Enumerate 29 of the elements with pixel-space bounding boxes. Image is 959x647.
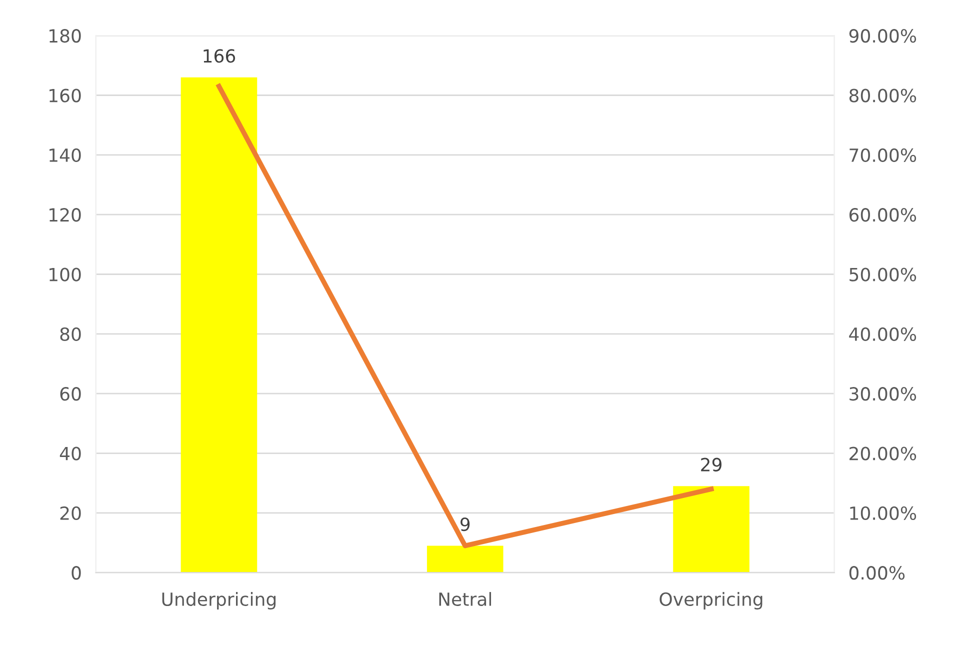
y2-tick-label: 50.00% bbox=[850, 268, 916, 282]
y-tick-label: 100 bbox=[50, 268, 81, 282]
y2-tick-label: 40.00% bbox=[849, 327, 916, 342]
y-tick-label: 80 bbox=[60, 327, 81, 342]
x-tick-label: Overpricing bbox=[660, 592, 762, 610]
y-tick-label: 160 bbox=[50, 88, 81, 102]
y2-tick-label: 80.00% bbox=[849, 88, 916, 102]
y-tick-label: 60 bbox=[60, 387, 81, 401]
x-tick-label: Netral bbox=[439, 592, 492, 606]
bar bbox=[426, 546, 504, 573]
y-tick-label: 140 bbox=[50, 148, 81, 162]
data-label: 9 bbox=[460, 517, 470, 532]
data-label: 29 bbox=[701, 458, 722, 472]
x-tick-label: Underpricing bbox=[162, 592, 276, 610]
y-tick-label: 120 bbox=[50, 208, 81, 222]
y2-tick-label: 0.00% bbox=[849, 566, 905, 580]
bar bbox=[673, 486, 750, 573]
y2-tick-label: 20.00% bbox=[850, 446, 916, 460]
y2-tick-label: 60.00% bbox=[849, 208, 916, 222]
data-label: 166 bbox=[204, 49, 236, 63]
y-tick-label: 20 bbox=[60, 506, 81, 520]
bar bbox=[180, 77, 258, 573]
y2-tick-label: 90.00% bbox=[849, 29, 916, 43]
y-tick-label: 40 bbox=[60, 446, 81, 460]
y-tick-label: 180 bbox=[50, 29, 81, 43]
y2-tick-label: 10.00% bbox=[850, 506, 916, 520]
y2-tick-label: 30.00% bbox=[850, 387, 916, 401]
y-tick-label: 0 bbox=[72, 566, 81, 580]
y2-tick-label: 70.00% bbox=[850, 148, 916, 162]
